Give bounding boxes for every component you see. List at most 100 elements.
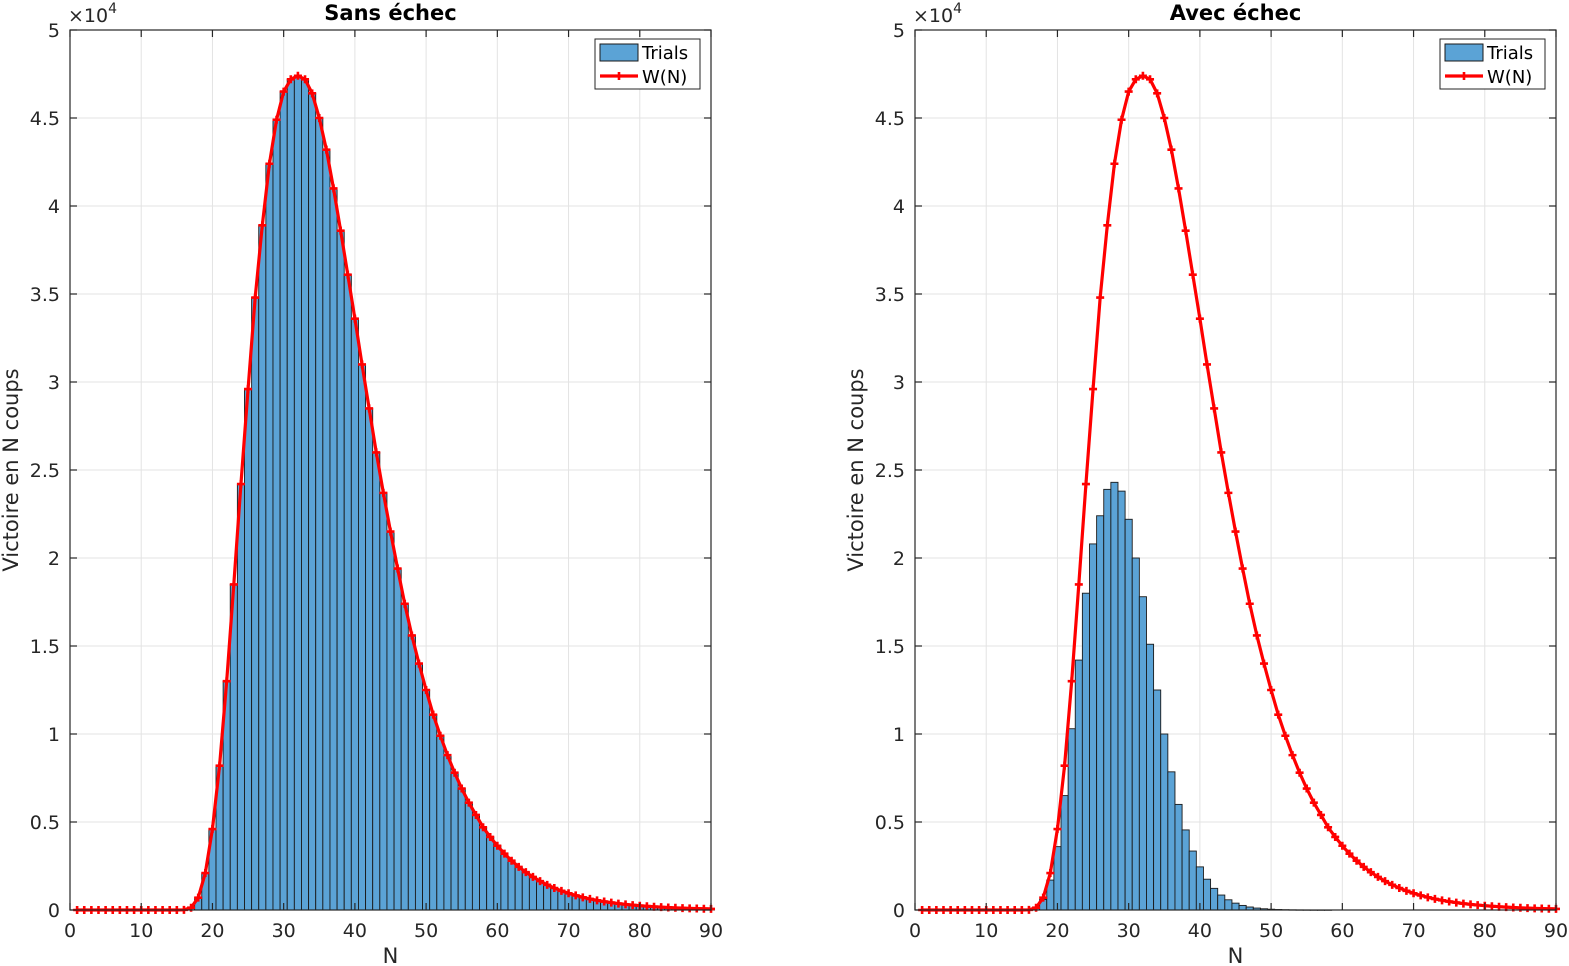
marker-wn-41 bbox=[358, 360, 367, 369]
marker-wn-30 bbox=[1124, 87, 1133, 96]
ytick-label-0.5: 0.5 bbox=[875, 812, 905, 834]
marker-wn-88 bbox=[692, 904, 701, 913]
marker-wn-43 bbox=[1217, 448, 1226, 457]
bar-trials-41 bbox=[358, 363, 367, 911]
y-exponent-label: ×104 bbox=[913, 1, 962, 27]
bar-trials-31 bbox=[1131, 557, 1140, 911]
bar-trials-66 bbox=[536, 880, 545, 911]
marker-wn-27 bbox=[1103, 221, 1112, 230]
legend-label-trials: Trials bbox=[1486, 43, 1533, 64]
marker-wn-23 bbox=[1074, 580, 1083, 589]
bar-trials-36 bbox=[322, 149, 331, 911]
marker-wn-60 bbox=[1338, 841, 1347, 850]
marker-wn-27 bbox=[258, 221, 267, 230]
marker-wn-33 bbox=[1146, 75, 1155, 84]
xtick-label-90: 90 bbox=[1544, 920, 1568, 942]
marker-wn-71 bbox=[571, 891, 580, 900]
y-exponent-label: ×104 bbox=[68, 1, 117, 27]
marker-wn-89 bbox=[1544, 904, 1553, 913]
bar-trials-20 bbox=[1053, 846, 1062, 911]
marker-wn-35 bbox=[1160, 114, 1169, 122]
bar-trials-38 bbox=[1181, 829, 1190, 911]
marker-wn-45 bbox=[1231, 527, 1240, 536]
marker-wn-50 bbox=[1267, 686, 1276, 694]
ytick-label-4: 4 bbox=[48, 196, 60, 218]
bar-trials-36 bbox=[1167, 771, 1176, 911]
ytick-label-4.5: 4.5 bbox=[30, 108, 60, 130]
marker-wn-42 bbox=[365, 404, 374, 413]
marker-wn-26 bbox=[251, 293, 260, 302]
bar-trials-41 bbox=[1202, 878, 1212, 911]
marker-wn-73 bbox=[1430, 894, 1439, 903]
bar-trials-46 bbox=[1238, 904, 1247, 911]
marker-wn-58 bbox=[1324, 823, 1333, 832]
legend-box bbox=[1439, 38, 1546, 90]
marker-wn-25 bbox=[1089, 385, 1098, 394]
xtick-label-10: 10 bbox=[129, 920, 153, 942]
marker-wn-26 bbox=[1096, 293, 1105, 302]
marker-wn-61 bbox=[500, 849, 509, 858]
ytick-label-4.5: 4.5 bbox=[875, 108, 905, 130]
marker-wn-79 bbox=[1473, 901, 1482, 910]
marker-wn-60 bbox=[493, 841, 502, 850]
marker-wn-18 bbox=[194, 893, 203, 902]
marker-wn-77 bbox=[614, 899, 623, 908]
marker-wn-54 bbox=[1295, 768, 1304, 777]
marker-wn-44 bbox=[379, 488, 388, 497]
marker-wn-37 bbox=[1174, 184, 1183, 193]
marker-wn-68 bbox=[1395, 884, 1404, 892]
bar-trials-35 bbox=[315, 117, 324, 911]
marker-wn-28 bbox=[265, 159, 274, 168]
bar-trials-37 bbox=[329, 187, 338, 911]
marker-wn-51 bbox=[429, 710, 438, 719]
xtick-label-50: 50 bbox=[1259, 920, 1283, 942]
marker-wn-47 bbox=[400, 599, 409, 608]
marker-wn-51 bbox=[1274, 710, 1283, 719]
marker-wn-22 bbox=[222, 677, 231, 686]
marker-wn-71 bbox=[1416, 891, 1425, 900]
marker-wn-74 bbox=[593, 896, 602, 905]
marker-wn-66 bbox=[1381, 877, 1390, 886]
bar-trials-23 bbox=[1074, 659, 1083, 911]
marker-wn-79 bbox=[628, 901, 637, 910]
bar-trials-58 bbox=[479, 826, 488, 911]
marker-wn-87 bbox=[685, 904, 694, 913]
marker-wn-67 bbox=[543, 880, 552, 889]
legend: Trials W(N) bbox=[594, 38, 701, 90]
bar-trials-44 bbox=[1224, 899, 1233, 911]
marker-wn-72 bbox=[578, 893, 587, 902]
ticks: 0 10 20 30 40 50 60 70 80 90 0 0.5 1 1.5 2 2.5 3 3.5 4 4.5 5 bbox=[30, 20, 723, 942]
marker-wn-47 bbox=[1245, 599, 1254, 608]
marker-wn-21 bbox=[215, 761, 224, 770]
marker-wn-56 bbox=[464, 798, 473, 807]
ytick-label-5: 5 bbox=[893, 20, 905, 42]
marker-wn-49 bbox=[414, 659, 423, 668]
marker-wn-52 bbox=[436, 731, 445, 740]
marker-wn-21 bbox=[1060, 761, 1069, 770]
ytick-label-1: 1 bbox=[893, 724, 905, 746]
marker-wn-65 bbox=[1373, 872, 1382, 881]
marker-wn-69 bbox=[1402, 886, 1411, 895]
marker-wn-62 bbox=[1352, 856, 1361, 865]
xtick-label-10: 10 bbox=[974, 920, 998, 942]
marker-wn-30 bbox=[279, 87, 288, 96]
marker-wn-53 bbox=[1288, 751, 1297, 760]
bar-trials-32 bbox=[1138, 596, 1147, 911]
bar-trials-37 bbox=[1174, 803, 1183, 911]
marker-wn-73 bbox=[585, 894, 594, 903]
legend-marker-wn bbox=[615, 72, 623, 80]
marker-wn-44 bbox=[1224, 488, 1233, 497]
marker-wn-55 bbox=[1302, 784, 1311, 793]
marker-wn-19 bbox=[1046, 869, 1055, 878]
xtick-label-50: 50 bbox=[414, 920, 438, 942]
marker-wn-82 bbox=[650, 902, 659, 911]
bars-trials bbox=[1024, 481, 1333, 911]
marker-wn-50 bbox=[422, 686, 431, 694]
marker-wn-59 bbox=[1331, 832, 1340, 841]
marker-wn-68 bbox=[550, 884, 559, 892]
ytick-label-0: 0 bbox=[893, 900, 905, 922]
bar-trials-32 bbox=[293, 75, 302, 911]
marker-wn-20 bbox=[208, 825, 217, 834]
marker-wn-74 bbox=[1438, 896, 1447, 905]
ytick-label-1.5: 1.5 bbox=[30, 636, 60, 658]
